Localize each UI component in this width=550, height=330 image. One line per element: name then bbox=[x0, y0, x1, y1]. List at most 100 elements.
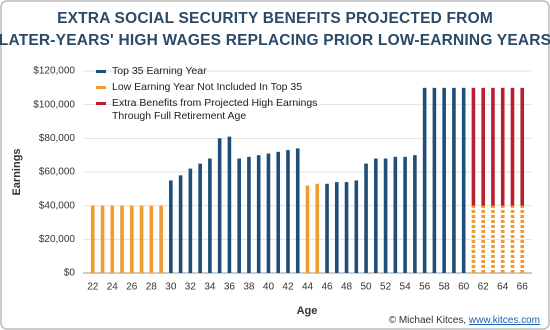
x-tick-label: 24 bbox=[107, 282, 119, 293]
y-tick-label: $100,000 bbox=[33, 99, 75, 110]
bar bbox=[374, 158, 378, 273]
bar bbox=[100, 205, 105, 273]
legend-swatch bbox=[96, 86, 106, 89]
x-tick-label: 52 bbox=[380, 282, 392, 293]
bar bbox=[217, 138, 222, 273]
bar bbox=[481, 205, 485, 273]
x-tick-label: 42 bbox=[282, 282, 294, 293]
bar bbox=[471, 205, 476, 273]
bar bbox=[130, 205, 134, 273]
x-tick-label: 58 bbox=[439, 282, 451, 293]
y-tick-label: $80,000 bbox=[39, 133, 76, 144]
bar bbox=[169, 180, 173, 273]
chart-title: EXTRA SOCIAL SECURITY BENEFITS PROJECTED… bbox=[57, 10, 493, 27]
x-tick-label: 66 bbox=[517, 282, 529, 293]
bar bbox=[442, 87, 446, 273]
bar bbox=[334, 182, 339, 273]
bar bbox=[266, 153, 271, 273]
y-tick-label: $120,000 bbox=[33, 66, 75, 77]
bar bbox=[247, 156, 251, 273]
y-tick-label: $20,000 bbox=[39, 234, 76, 245]
x-tick-label: 22 bbox=[87, 282, 99, 293]
bar bbox=[500, 87, 505, 206]
legend: Top 35 Earning Year Low Earning Year Not … bbox=[96, 65, 356, 126]
x-tick-label: 40 bbox=[263, 282, 275, 293]
x-tick-label: 34 bbox=[204, 282, 216, 293]
x-axis-label: Age bbox=[297, 305, 318, 317]
legend-item: Low Earning Year Not Included In Top 35 bbox=[96, 81, 356, 94]
bar bbox=[178, 175, 183, 273]
y-axis-label: Earnings bbox=[11, 148, 23, 195]
bar bbox=[520, 87, 525, 206]
bar bbox=[227, 136, 232, 273]
bar bbox=[422, 87, 427, 273]
x-tick-label: 44 bbox=[302, 282, 314, 293]
bar bbox=[90, 205, 95, 273]
bar bbox=[208, 158, 212, 273]
bar bbox=[354, 180, 359, 273]
x-tick-label: 46 bbox=[321, 282, 333, 293]
bar bbox=[481, 87, 485, 206]
bar bbox=[315, 183, 320, 273]
bar bbox=[461, 87, 466, 273]
x-tick-label: 50 bbox=[361, 282, 373, 293]
x-tick-label: 30 bbox=[165, 282, 177, 293]
bar bbox=[159, 205, 163, 273]
legend-item: Top 35 Earning Year bbox=[96, 65, 356, 78]
legend-item: Extra Benefits from Projected High Earni… bbox=[96, 97, 356, 123]
x-tick-label: 48 bbox=[341, 282, 353, 293]
bar bbox=[139, 205, 144, 273]
bar bbox=[305, 185, 310, 273]
bar bbox=[344, 182, 349, 273]
bar bbox=[432, 87, 437, 273]
bar bbox=[491, 205, 495, 273]
legend-label: Top 35 Earning Year bbox=[112, 65, 207, 77]
x-tick-label: 56 bbox=[419, 282, 431, 293]
legend-label: Extra Benefits from Projected High Earni… bbox=[112, 97, 318, 122]
x-tick-label: 62 bbox=[478, 282, 490, 293]
bar bbox=[295, 148, 300, 273]
y-tick-label: $40,000 bbox=[39, 200, 76, 211]
bar bbox=[393, 156, 398, 273]
x-tick-label: 38 bbox=[243, 282, 255, 293]
bar bbox=[276, 151, 281, 273]
bar bbox=[520, 205, 525, 273]
credit-link[interactable]: www.kitces.com bbox=[468, 315, 540, 326]
x-tick-label: 32 bbox=[185, 282, 197, 293]
bar bbox=[364, 163, 368, 273]
x-tick-label: 54 bbox=[400, 282, 412, 293]
bar bbox=[325, 183, 329, 273]
bar bbox=[471, 87, 476, 206]
bar bbox=[110, 205, 115, 273]
credit-text: © Michael Kitces, bbox=[388, 315, 467, 326]
bar bbox=[149, 205, 154, 273]
bar bbox=[120, 205, 124, 273]
bar bbox=[500, 205, 505, 273]
bar bbox=[510, 205, 515, 273]
credit: © Michael Kitces, www.kitces.com bbox=[389, 315, 540, 326]
bar bbox=[188, 168, 193, 273]
bar bbox=[383, 158, 388, 273]
bar bbox=[510, 87, 515, 206]
bar bbox=[256, 155, 261, 273]
legend-label: Low Earning Year Not Included In Top 35 bbox=[112, 81, 303, 93]
bar bbox=[286, 150, 290, 273]
bar bbox=[198, 163, 202, 273]
y-tick-label: $0 bbox=[64, 268, 76, 279]
bar bbox=[413, 155, 417, 273]
bar bbox=[452, 87, 456, 273]
bar bbox=[491, 87, 495, 206]
legend-swatch bbox=[96, 102, 106, 105]
x-tick-label: 28 bbox=[146, 282, 158, 293]
legend-swatch bbox=[96, 70, 106, 73]
bar bbox=[237, 158, 241, 273]
x-tick-label: 26 bbox=[126, 282, 138, 293]
x-tick-label: 64 bbox=[497, 282, 509, 293]
chart-title: LATER-YEARS' HIGH WAGES REPLACING PRIOR … bbox=[0, 32, 550, 49]
y-tick-label: $60,000 bbox=[39, 167, 76, 178]
x-tick-label: 36 bbox=[224, 282, 236, 293]
x-tick-label: 60 bbox=[458, 282, 470, 293]
